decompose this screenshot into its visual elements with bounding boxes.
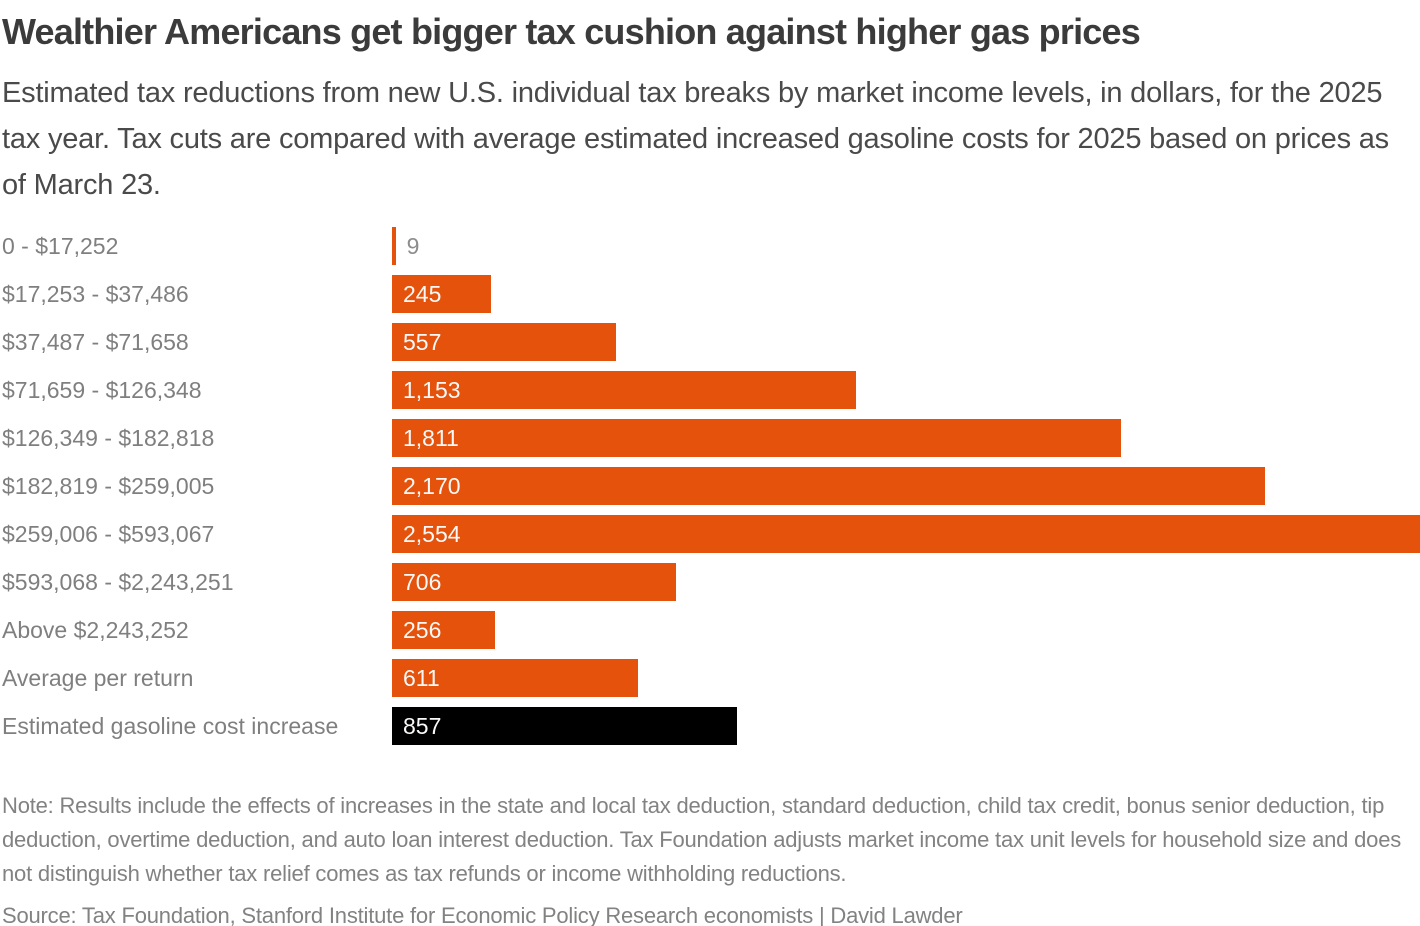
value-label: 1,811 <box>403 424 459 451</box>
chart-row: $71,659 - $126,348 1,153 <box>2 371 1420 409</box>
category-label: $37,487 - $71,658 <box>2 328 189 355</box>
bar: 557 <box>392 323 617 361</box>
chart-source: Source: Tax Foundation, Stanford Institu… <box>2 903 963 926</box>
bar: 245 <box>392 275 491 313</box>
category-label: Estimated gasoline cost increase <box>2 712 339 739</box>
category-label: Above $2,243,252 <box>2 616 189 643</box>
chart-row: $37,487 - $71,658 557 <box>2 323 1420 361</box>
bar: 2,170 <box>392 467 1266 505</box>
category-label: $593,068 - $2,243,251 <box>2 568 234 595</box>
category-label: $259,006 - $593,067 <box>2 520 215 547</box>
bar: 1,811 <box>392 419 1121 457</box>
value-label: 256 <box>403 616 442 643</box>
bar-area: 1,153 <box>392 371 1420 409</box>
bar: 2,554 <box>392 515 1420 553</box>
chart-subtitle: Estimated tax reductions from new U.S. i… <box>2 77 1389 201</box>
value-label: 2,554 <box>403 520 461 547</box>
category-label: $71,659 - $126,348 <box>2 376 202 403</box>
bar: 857 <box>392 707 737 745</box>
value-label: 1,153 <box>403 376 461 403</box>
bar-area: 245 <box>392 275 1420 313</box>
chart-row: $593,068 - $2,243,251 706 <box>2 563 1420 601</box>
value-label: 245 <box>403 280 442 307</box>
chart-rows: 0 - $17,252 9 $17,253 - $37,486 245 $37,487 … <box>2 227 1420 745</box>
bar: 706 <box>392 563 677 601</box>
chart-row: Estimated gasoline cost increase 857 <box>2 707 1420 745</box>
bar-area: 9 <box>392 227 1420 265</box>
category-label: 0 - $17,252 <box>2 232 119 259</box>
bar-area: 611 <box>392 659 1420 697</box>
value-label: 706 <box>403 568 442 595</box>
chart-title: Wealthier Americans get bigger tax cushi… <box>2 11 1141 52</box>
chart-row: Above $2,243,252 256 <box>2 611 1420 649</box>
bar-area: 557 <box>392 323 1420 361</box>
bar: 1,153 <box>392 371 857 409</box>
chart-row: $182,819 - $259,005 2,170 <box>2 467 1420 505</box>
bar-chart: 0 - $17,252 9 $17,253 - $37,486 245 $37,487 … <box>2 227 1420 745</box>
bar-area: 1,811 <box>392 419 1420 457</box>
chart-row: $259,006 - $593,067 2,554 <box>2 515 1420 553</box>
bar-area: 706 <box>392 563 1420 601</box>
bar-area: 2,170 <box>392 467 1420 505</box>
category-label: $126,349 - $182,818 <box>2 424 215 451</box>
bar: 256 <box>392 611 496 649</box>
chart-row: $126,349 - $182,818 1,811 <box>2 419 1420 457</box>
category-label: Average per return <box>2 664 194 691</box>
bar <box>392 227 396 265</box>
value-label: 557 <box>403 328 442 355</box>
bar: 611 <box>392 659 638 697</box>
chart-row: Average per return 611 <box>2 659 1420 697</box>
bar-area: 2,554 <box>392 515 1420 553</box>
category-label: $182,819 - $259,005 <box>2 472 215 499</box>
value-label: 2,170 <box>403 472 461 499</box>
bar-area: 256 <box>392 611 1420 649</box>
chart-row: $17,253 - $37,486 245 <box>2 275 1420 313</box>
bar-area: 857 <box>392 707 1420 745</box>
value-label: 9 <box>406 232 420 259</box>
chart-note: Note: Results include the effects of inc… <box>2 793 1402 886</box>
category-label: $17,253 - $37,486 <box>2 280 189 307</box>
value-label: 857 <box>403 712 442 739</box>
chart-row: 0 - $17,252 9 <box>2 227 1420 265</box>
value-label: 611 <box>403 664 440 691</box>
